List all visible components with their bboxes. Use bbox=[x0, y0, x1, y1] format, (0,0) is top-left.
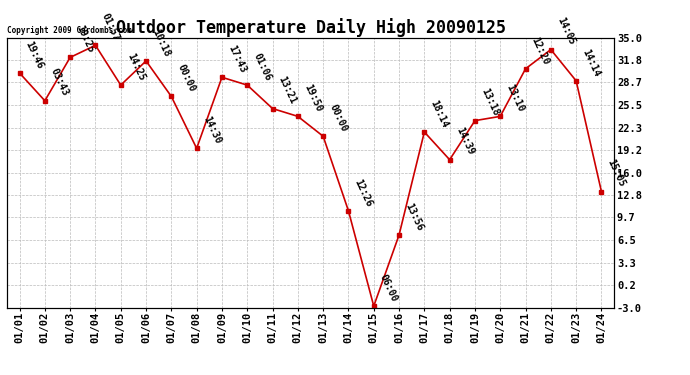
Text: 13:18: 13:18 bbox=[479, 87, 500, 118]
Text: 19:46: 19:46 bbox=[23, 39, 45, 70]
Text: 14:05: 14:05 bbox=[555, 16, 576, 47]
Text: 12:20: 12:20 bbox=[530, 35, 551, 66]
Text: 17:43: 17:43 bbox=[226, 44, 248, 75]
Text: 10:18: 10:18 bbox=[150, 27, 172, 58]
Text: 19:50: 19:50 bbox=[302, 83, 324, 114]
Text: 01:06: 01:06 bbox=[251, 51, 273, 82]
Text: 13:56: 13:56 bbox=[403, 201, 424, 232]
Text: 14:39: 14:39 bbox=[454, 126, 475, 157]
Text: 19:25: 19:25 bbox=[75, 24, 96, 55]
Text: 14:30: 14:30 bbox=[201, 115, 222, 146]
Text: 06:00: 06:00 bbox=[378, 273, 400, 303]
Text: 01:57: 01:57 bbox=[99, 12, 121, 42]
Text: 14:14: 14:14 bbox=[580, 47, 602, 78]
Text: 13:21: 13:21 bbox=[277, 75, 298, 106]
Text: 15:05: 15:05 bbox=[606, 158, 627, 189]
Text: 03:43: 03:43 bbox=[49, 67, 70, 98]
Text: Copyright 2009 Cardombs.com: Copyright 2009 Cardombs.com bbox=[7, 26, 132, 35]
Title: Outdoor Temperature Daily High 20090125: Outdoor Temperature Daily High 20090125 bbox=[115, 18, 506, 38]
Text: 13:10: 13:10 bbox=[504, 83, 526, 114]
Text: 14:25: 14:25 bbox=[125, 51, 146, 82]
Text: 18:14: 18:14 bbox=[428, 98, 450, 129]
Text: 00:00: 00:00 bbox=[327, 103, 348, 134]
Text: 00:00: 00:00 bbox=[175, 63, 197, 94]
Text: 12:26: 12:26 bbox=[353, 177, 374, 208]
